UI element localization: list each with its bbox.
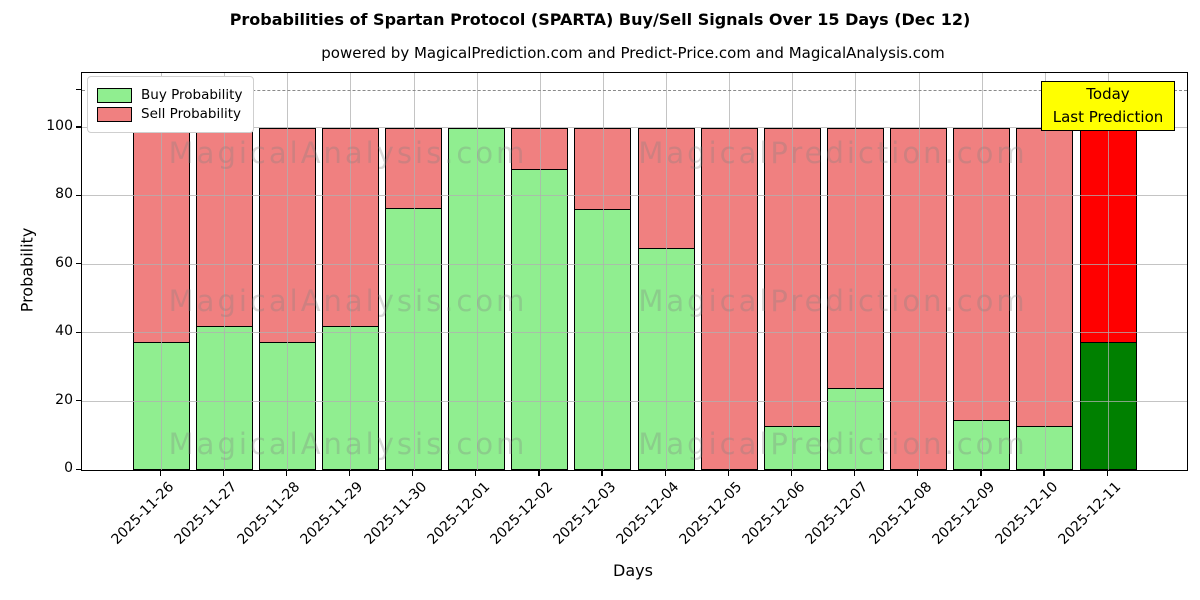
bar-segment-buy xyxy=(1079,341,1137,470)
today-annotation-line1: Today xyxy=(1086,84,1130,103)
bar-segment-buy xyxy=(132,341,190,470)
x-tick-mark xyxy=(412,471,414,476)
x-tick-mark xyxy=(285,471,288,476)
x-tick-label: 2025-12-02 xyxy=(487,479,557,548)
bar-segment-sell xyxy=(132,127,190,344)
dashed-threshold-line xyxy=(82,90,1187,92)
bar-segment-buy xyxy=(763,425,821,470)
bar-segment-sell xyxy=(321,127,379,327)
y-tick-mark xyxy=(76,468,81,470)
x-tick-label: 2025-12-11 xyxy=(1055,479,1125,548)
bar-segment-buy xyxy=(1016,425,1074,470)
legend-label-sell: Sell Probability xyxy=(141,106,242,122)
x-tick-label: 2025-12-04 xyxy=(613,479,683,548)
bar-segment-sell xyxy=(953,127,1011,421)
bar-segment-sell xyxy=(1079,127,1137,344)
bar-segment-sell xyxy=(195,127,253,327)
x-tick-label: 2025-12-05 xyxy=(676,479,746,548)
y-tick-mark xyxy=(76,400,81,402)
x-tick-mark xyxy=(1043,471,1045,476)
y-tick-label: 100 xyxy=(46,117,73,134)
x-tick-mark xyxy=(727,471,729,476)
y-tick-mark xyxy=(76,263,81,265)
bar-segment-buy xyxy=(195,324,253,470)
x-tick-mark xyxy=(790,471,793,476)
y-tick-mark xyxy=(76,126,81,128)
x-tick-label: 2025-11-29 xyxy=(297,479,367,548)
x-tick-label: 2025-12-09 xyxy=(929,479,999,548)
bar-segment-buy xyxy=(511,168,569,470)
legend-item-buy: Buy Probability xyxy=(97,87,242,103)
x-tick-mark xyxy=(601,471,603,476)
x-tick-label: 2025-12-07 xyxy=(802,479,872,548)
bar-segment-sell xyxy=(511,127,569,170)
x-tick-label: 2025-12-08 xyxy=(866,479,935,548)
legend: Buy Probability Sell Probability xyxy=(87,76,255,133)
bar-segment-sell xyxy=(763,127,821,428)
y-tick-label: 60 xyxy=(55,254,73,271)
sell-swatch-icon xyxy=(97,106,132,122)
bar-segment-sell xyxy=(890,127,948,470)
x-tick-mark xyxy=(917,471,919,476)
chart-title: Probabilities of Spartan Protocol (SPART… xyxy=(229,10,971,29)
bar-segment-buy xyxy=(637,247,695,470)
plot-area: MagicalAnalysis.com MagicalPrediction.com… xyxy=(81,72,1188,471)
bar-segment-sell xyxy=(385,127,443,210)
x-tick-mark xyxy=(222,471,224,476)
bar-segment-buy xyxy=(321,324,379,470)
legend-item-sell: Sell Probability xyxy=(97,106,242,122)
x-tick-mark xyxy=(159,471,161,476)
x-tick-label: 2025-11-28 xyxy=(234,479,304,548)
legend-label-buy: Buy Probability xyxy=(141,87,243,103)
bar-segment-buy xyxy=(448,127,506,470)
y-tick-label: 80 xyxy=(55,186,73,203)
today-annotation: Today Last Prediction xyxy=(1041,81,1175,131)
x-tick-mark xyxy=(475,471,477,476)
x-tick-label: 2025-12-03 xyxy=(550,479,620,548)
x-tick-label: 2025-12-10 xyxy=(992,479,1062,548)
x-tick-mark xyxy=(1106,471,1108,476)
x-tick-mark xyxy=(853,471,856,476)
bar-segment-sell xyxy=(700,127,758,470)
bar-segment-sell xyxy=(1016,127,1074,428)
buy-swatch-icon xyxy=(97,87,132,103)
x-tick-label: 2025-11-30 xyxy=(360,479,430,548)
bar-segment-buy xyxy=(574,208,632,470)
bar-segment-sell xyxy=(637,127,695,250)
bar-segment-buy xyxy=(826,387,884,470)
x-tick-label: 2025-11-26 xyxy=(108,479,178,548)
y-tick-label: 0 xyxy=(64,460,73,476)
x-tick-label: 2025-11-27 xyxy=(171,479,241,548)
bar-segment-sell xyxy=(574,127,632,210)
y-tick-mark xyxy=(76,194,81,196)
y-tick-label: 40 xyxy=(55,323,73,340)
x-tick-mark xyxy=(538,471,540,476)
bar-segment-sell xyxy=(826,127,884,389)
x-tick-mark xyxy=(980,471,982,476)
bar-segment-buy xyxy=(258,341,316,470)
today-annotation-line2: Last Prediction xyxy=(1052,108,1164,126)
x-tick-label: 2025-12-01 xyxy=(424,479,493,548)
bar-segment-buy xyxy=(385,207,443,470)
bar-segment-sell xyxy=(258,127,316,344)
x-tick-label: 2025-12-06 xyxy=(739,479,809,548)
bar-segment-buy xyxy=(953,419,1011,470)
x-tick-mark xyxy=(664,471,666,476)
y-tick-mark xyxy=(76,331,81,333)
x-axis-label: Days xyxy=(613,561,653,580)
y-tick-label: 20 xyxy=(55,391,73,408)
chart-subtitle: powered by MagicalPrediction.com and Pre… xyxy=(321,44,945,62)
x-tick-mark xyxy=(348,471,351,476)
y-tick-mark xyxy=(76,89,81,91)
